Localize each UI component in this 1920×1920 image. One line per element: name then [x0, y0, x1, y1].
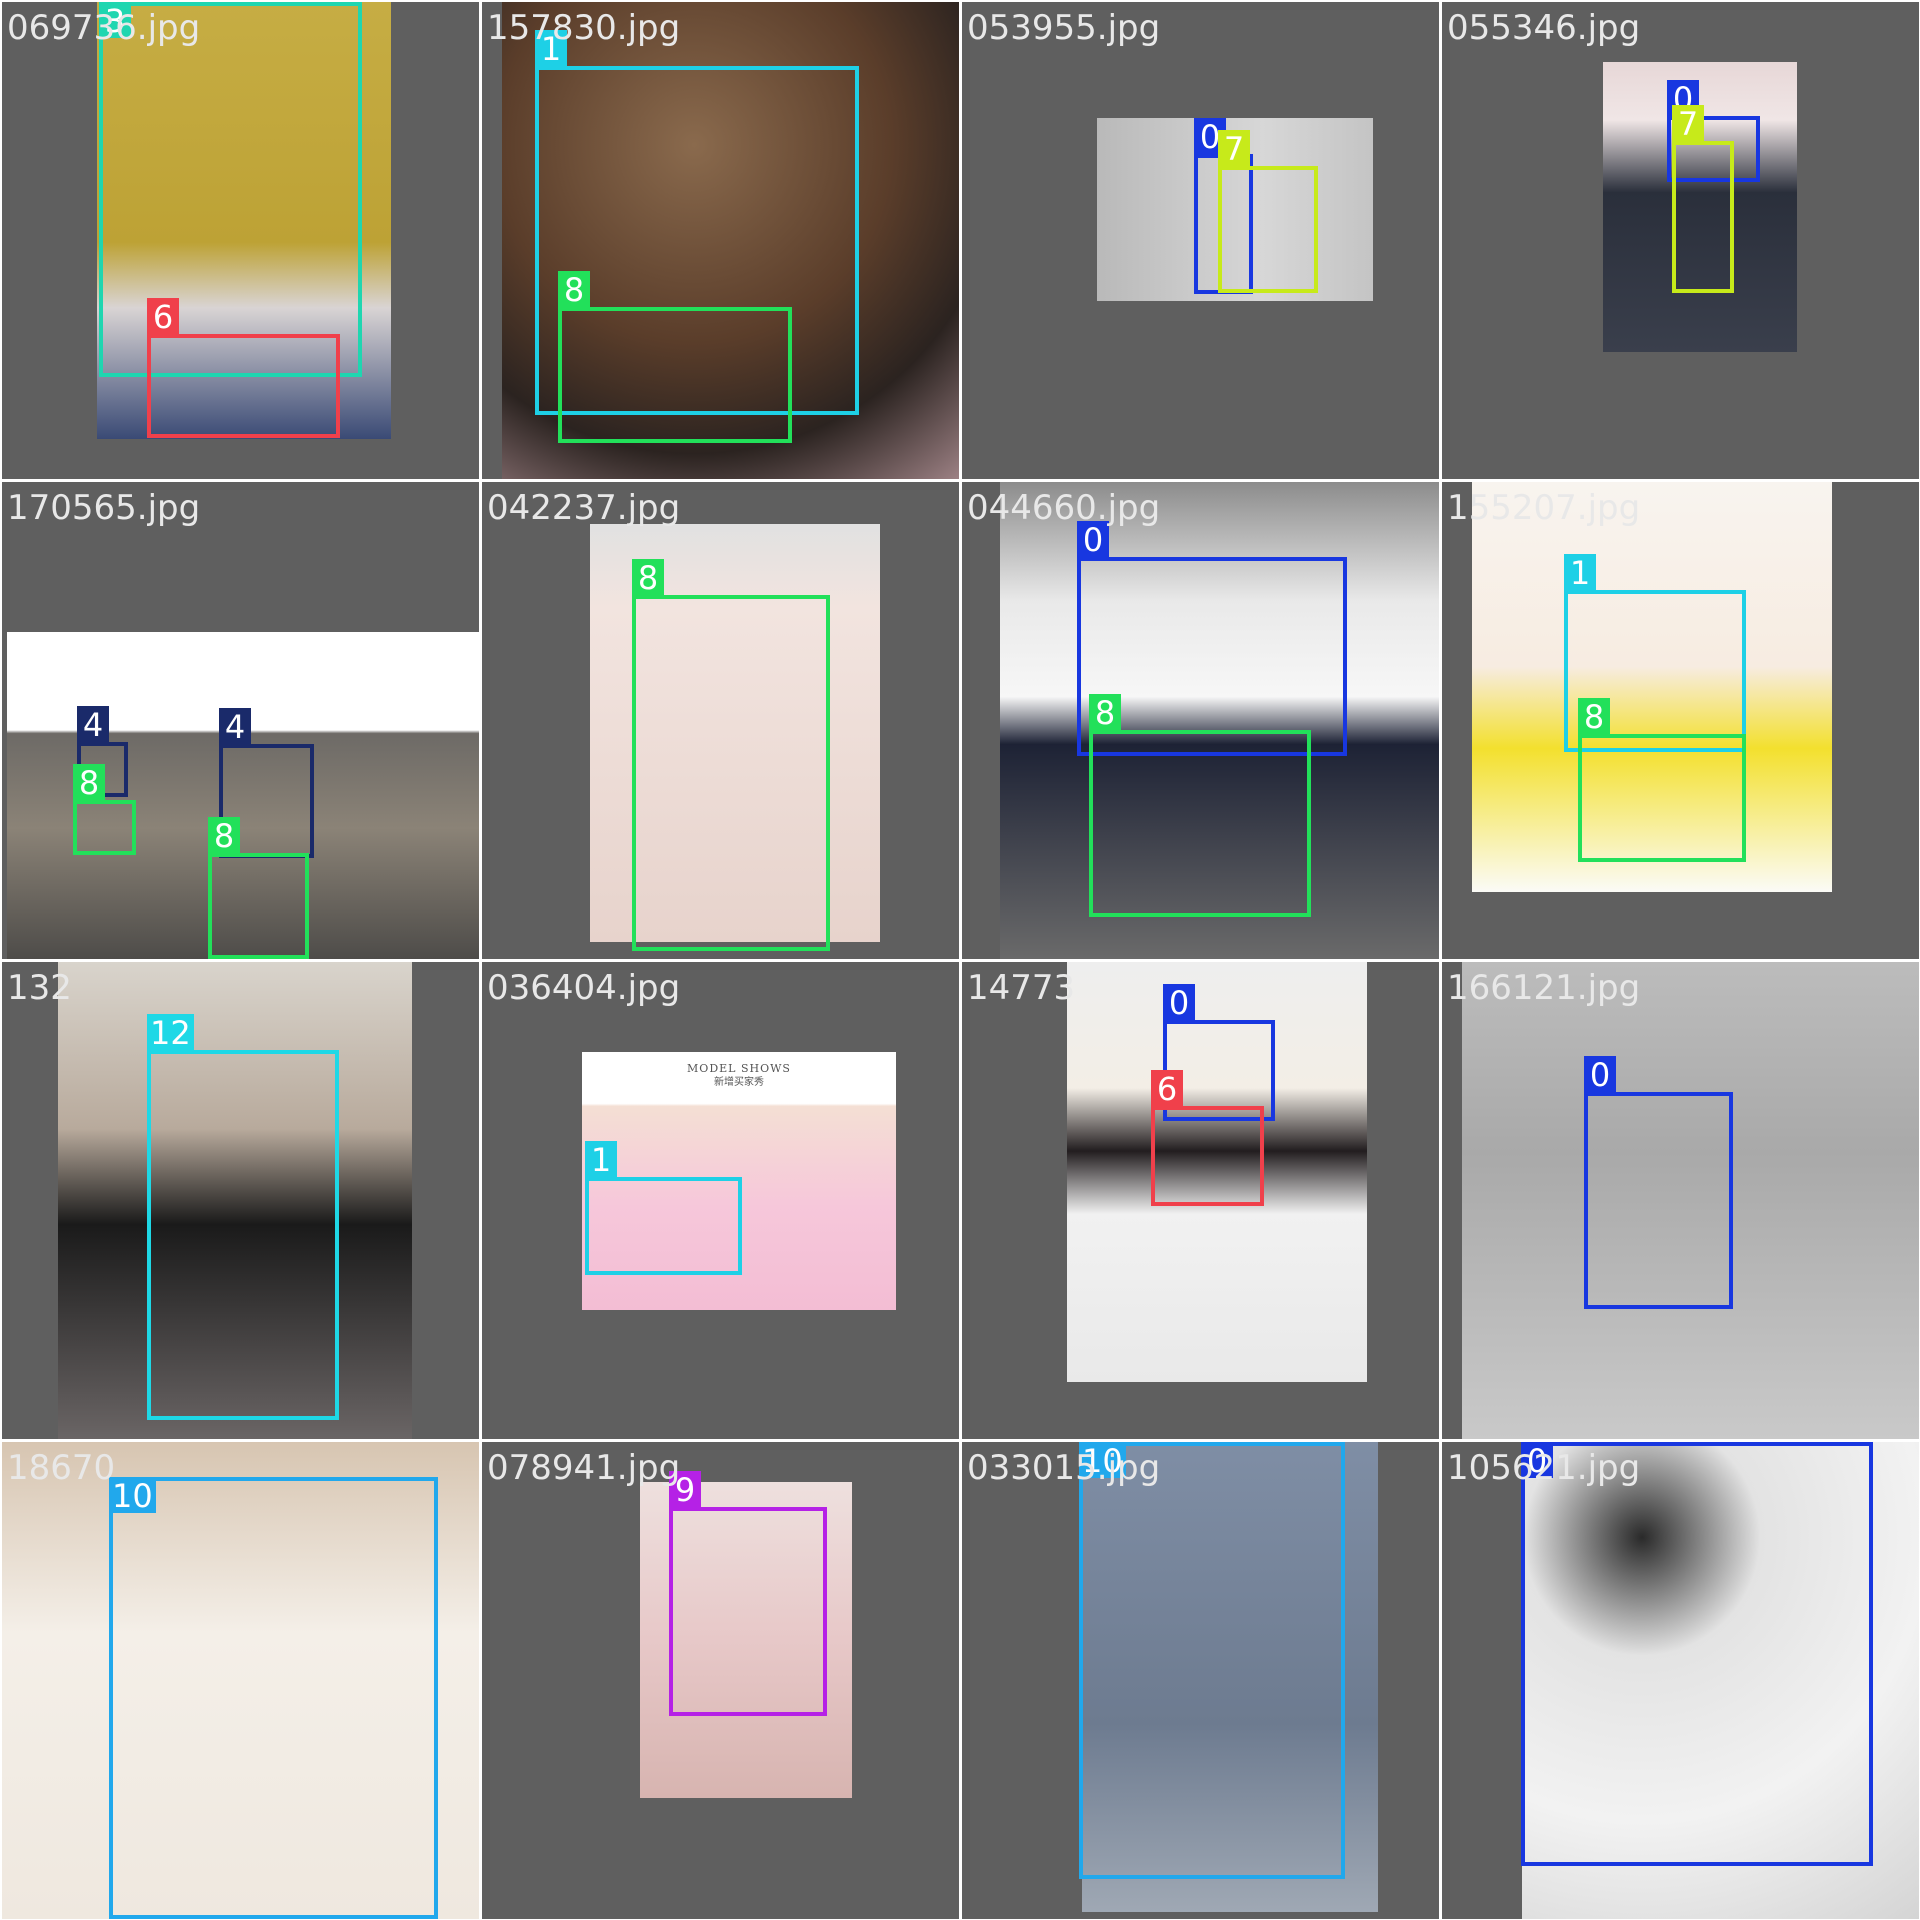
bounding-box: 1	[535, 30, 859, 415]
tile-filename: 042237.jpg	[487, 488, 681, 528]
tile-photo	[2, 1442, 479, 1919]
tile-filename: 044660.jpg	[967, 488, 1161, 528]
class-label: 1	[535, 30, 567, 68]
tile-photo	[1082, 1442, 1378, 1912]
tile-filename: 055346.jpg	[1447, 8, 1641, 48]
tile-filename: 155207.jpg	[1447, 488, 1641, 528]
bounding-box: 9	[669, 1471, 827, 1716]
mosaic-tile: 033015.jpg 10	[962, 1442, 1439, 1919]
mosaic-tile: 166121.jpg 0	[1442, 962, 1919, 1439]
class-label: 1	[1564, 554, 1596, 592]
tile-filename: 170565.jpg	[7, 488, 201, 528]
tile-photo	[1000, 482, 1439, 959]
class-label: 0	[1584, 1056, 1616, 1094]
bounding-box: 0	[1667, 80, 1760, 182]
bounding-box: 7	[1218, 130, 1318, 293]
bounding-box: 3	[99, 2, 362, 377]
tile-photo	[640, 1482, 852, 1798]
mosaic-tile: 042237.jpg 8	[482, 482, 959, 959]
mosaic-tile: 053955.jpg 0 7	[962, 2, 1439, 479]
bounding-box: 8	[1089, 694, 1311, 917]
mosaic-tile: 18670 10	[2, 1442, 479, 1919]
class-label: 8	[73, 764, 105, 802]
bounding-box: 8	[208, 817, 309, 959]
bounding-box: 1	[585, 1141, 742, 1275]
tile-filename: 14773	[967, 968, 1076, 1008]
class-label: 1	[585, 1141, 617, 1179]
tile-photo	[1472, 482, 1832, 892]
photo-banner: MODEL SHOWS 新增买家秀	[582, 1052, 896, 1098]
mosaic-tile: 170565.jpg 4 8 4 8	[2, 482, 479, 959]
class-label: 7	[1672, 105, 1704, 143]
class-label: 3	[99, 2, 131, 40]
tile-filename: 18670	[7, 1448, 116, 1488]
bounding-box: 7	[1672, 105, 1734, 293]
bounding-box: 8	[632, 559, 830, 951]
bounding-box: 10	[109, 1477, 438, 1919]
tile-photo	[1462, 962, 1919, 1439]
class-label: 8	[208, 817, 240, 855]
mosaic-tile: 044660.jpg 0 8	[962, 482, 1439, 959]
tile-photo	[502, 2, 959, 479]
class-label: 10	[1079, 1442, 1126, 1480]
tile-photo	[1067, 962, 1367, 1382]
class-label: 4	[219, 708, 251, 746]
bounding-box: 12	[147, 1014, 339, 1420]
class-label: 10	[109, 1477, 156, 1515]
bounding-box: 1	[1564, 554, 1746, 752]
class-label: 0	[1521, 1442, 1553, 1480]
mosaic-tile: 155207.jpg 1 8	[1442, 482, 1919, 959]
tile-filename: 033015.jpg	[967, 1448, 1161, 1488]
class-label: 6	[147, 298, 179, 336]
mosaic-tile: 105621.jpg 0	[1442, 1442, 1919, 1919]
tile-filename: 078941.jpg	[487, 1448, 681, 1488]
bounding-box: 6	[147, 298, 340, 438]
tile-filename: 069736.jpg	[7, 8, 201, 48]
class-label: 9	[669, 1471, 701, 1509]
class-label: 8	[558, 271, 590, 309]
banner-line-1: MODEL SHOWS	[687, 1062, 791, 1075]
tile-photo	[58, 962, 412, 1439]
mosaic-tile: MODEL SHOWS 新增买家秀 036404.jpg 1	[482, 962, 959, 1439]
class-label: 12	[147, 1014, 194, 1052]
class-label: 8	[632, 559, 664, 597]
bounding-box: 0	[1584, 1056, 1733, 1309]
class-label: 0	[1194, 118, 1226, 156]
class-label: 0	[1077, 521, 1109, 559]
tile-filename: 132	[7, 968, 72, 1008]
class-label: 8	[1578, 698, 1610, 736]
tile-photo	[1522, 1442, 1919, 1919]
class-label: 6	[1151, 1070, 1183, 1108]
bounding-box: 8	[558, 271, 792, 443]
mosaic-tile: 14773 0 6	[962, 962, 1439, 1439]
class-label: 7	[1218, 130, 1250, 168]
bounding-box: 0	[1521, 1442, 1873, 1866]
bounding-box: 8	[1578, 698, 1746, 862]
banner-line-2: 新增买家秀	[714, 1077, 764, 1088]
mosaic-tile: 078941.jpg 9	[482, 1442, 959, 1919]
class-label: 4	[77, 706, 109, 744]
mosaic-tile: 157830.jpg 1 8	[482, 2, 959, 479]
tile-filename: 036404.jpg	[487, 968, 681, 1008]
bounding-box: 0	[1194, 118, 1253, 294]
bounding-box: 8	[73, 764, 136, 855]
class-label: 0	[1163, 984, 1195, 1022]
mosaic-tile: 132 12	[2, 962, 479, 1439]
tile-filename: 166121.jpg	[1447, 968, 1641, 1008]
tile-filename: 053955.jpg	[967, 8, 1161, 48]
tile-filename: 157830.jpg	[487, 8, 681, 48]
tile-photo	[97, 2, 391, 439]
bounding-box: 0	[1077, 521, 1347, 756]
mosaic-tile: 055346.jpg 0 7	[1442, 2, 1919, 479]
tile-filename: 105621.jpg	[1447, 1448, 1641, 1488]
bounding-box: 6	[1151, 1070, 1264, 1206]
class-label: 8	[1089, 694, 1121, 732]
mosaic-tile: 069736.jpg 3 6	[2, 2, 479, 479]
bounding-box: 10	[1079, 1442, 1345, 1879]
